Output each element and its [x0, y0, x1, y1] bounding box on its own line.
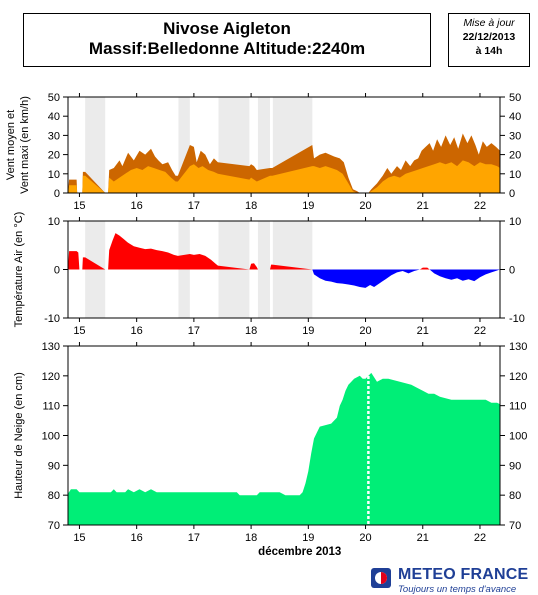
- station-location: Massif:Belledonne Altitude:2240m: [88, 39, 366, 58]
- wind-ytick-label-left: 50: [48, 92, 60, 104]
- temperature-xtick-label: 15: [73, 325, 85, 337]
- temperature-negative-area: [68, 269, 500, 288]
- wind-ytick-label-left: 10: [48, 169, 60, 181]
- snow-ytick-label-left: 80: [48, 490, 60, 502]
- update-label: Mise à jour: [463, 17, 515, 29]
- plot-frame: [67, 96, 501, 194]
- snow-xtick-label: 22: [474, 532, 486, 544]
- wind-xtick-label: 18: [245, 200, 257, 212]
- meteo-france-emblem-icon: [371, 568, 391, 588]
- temperature-xtick-label: 21: [417, 325, 429, 337]
- temperature-positive-group: [68, 233, 500, 270]
- snow-depth-panel: 70 70 80 80 90 90 100 100 110 110 120 120 130 130 15 16…: [13, 341, 527, 558]
- temperature-ytick-label-left: 10: [48, 216, 60, 228]
- wind-ylabel-line-0: Vent moyen et: [5, 110, 17, 180]
- wind-ytick-label-right: 10: [509, 169, 521, 181]
- temperature-ytick-label-right: 0: [509, 265, 515, 277]
- temperature-xtick-label: 16: [131, 325, 143, 337]
- snow-ytick-label-left: 110: [42, 401, 60, 413]
- wind-xtick-label: 19: [302, 200, 314, 212]
- temperature-ytick-label-left: -10: [44, 313, 60, 325]
- wind-ytick-label-right: 20: [509, 150, 521, 162]
- plot-area: [68, 372, 500, 525]
- wind-xtick-label: 21: [417, 200, 429, 212]
- temperature-xtick-label: 19: [302, 325, 314, 337]
- snow-xtick-label: 18: [245, 532, 257, 544]
- wind-ytick-label-right: 0: [509, 188, 515, 200]
- wind-mean-area: [68, 160, 500, 193]
- snow-xtick-label: 19: [302, 532, 314, 544]
- temperature-positive-area: [68, 233, 500, 270]
- temperature-xtick-label: 18: [245, 325, 257, 337]
- temperature-ytick-label-right: -10: [509, 313, 525, 325]
- wind-ytick-label-left: 20: [48, 150, 60, 162]
- snow-xtick-label: 15: [73, 532, 85, 544]
- missing-data-band-temperature-3: [257, 221, 270, 318]
- plot-area: [68, 221, 500, 318]
- missing-data-band-wind-1: [178, 97, 190, 193]
- brand-tagline: Toujours un temps d'avance: [398, 584, 517, 595]
- brand-name: METEO FRANCE: [398, 566, 529, 583]
- wind-ytick-label-right: 40: [509, 111, 521, 123]
- wind-xtick-label: 16: [131, 200, 143, 212]
- snow-ytick-label-left: 120: [42, 371, 60, 383]
- station-name: Nivose Aigleton: [163, 19, 291, 38]
- snow-ytick-label-right: 80: [509, 490, 521, 502]
- snow-xtick-label: 21: [417, 532, 429, 544]
- station-title-box: Nivose Aigleton Massif:Belledonne Altitu…: [23, 13, 431, 67]
- update-date: 22/12/2013: [462, 31, 516, 43]
- x-axis-label: décembre 2013: [258, 546, 341, 558]
- snow-ytick-label-left: 70: [48, 520, 60, 532]
- temperature-xtick-label: 22: [474, 325, 486, 337]
- snow-ytick-label-right: 120: [509, 371, 527, 383]
- plot-area: [68, 97, 500, 193]
- wind-xtick-label: 20: [359, 200, 371, 212]
- snow-ytick-label-right: 100: [509, 431, 527, 443]
- wind-xtick-label: 15: [73, 200, 85, 212]
- temperature-ylabel: Température Air (en °C): [13, 212, 25, 328]
- wind-ytick-label-right: 50: [509, 92, 521, 104]
- temperature-panel: -10 -10 0 0 10 10 15 16 17 18 19 20 21 22 Température …: [13, 212, 525, 337]
- snow-xtick-label: 17: [188, 532, 200, 544]
- wind-ytick-label-left: 30: [48, 130, 60, 142]
- temperature-ytick-label-right: 10: [509, 216, 521, 228]
- wind-ylabel-line-1: Vent maxi (en km/h): [19, 96, 31, 194]
- wind-ytick-label-right: 30: [509, 130, 521, 142]
- temperature-ytick-label-left: 0: [54, 265, 60, 277]
- snow-ylabel: Hauteur de Neige (en cm): [13, 372, 25, 499]
- snow-ytick-label-right: 130: [509, 341, 527, 353]
- wind-xtick-label: 22: [474, 200, 486, 212]
- snow-xtick-label: 16: [131, 532, 143, 544]
- temperature-xtick-label: 17: [188, 325, 200, 337]
- snow-ytick-label-left: 130: [42, 341, 60, 353]
- wind-ytick-label-left: 40: [48, 111, 60, 123]
- wind-xtick-label: 17: [188, 200, 200, 212]
- update-time: à 14h: [475, 45, 503, 57]
- snow-ytick-label-right: 70: [509, 520, 521, 532]
- temperature-xtick-label: 20: [359, 325, 371, 337]
- snow-depth-area: [68, 372, 500, 525]
- snow-ytick-label-left: 90: [48, 460, 60, 472]
- snow-ytick-label-right: 110: [509, 401, 527, 413]
- wind-ytick-label-left: 0: [54, 188, 60, 200]
- temperature-negative-group: [68, 269, 500, 288]
- snow-ytick-label-left: 100: [42, 431, 60, 443]
- update-box: Mise à jour 22/12/2013 à 14h: [448, 13, 530, 67]
- snow-xtick-label: 20: [359, 532, 371, 544]
- missing-data-band-wind-0: [85, 97, 106, 193]
- snow-ytick-label-right: 90: [509, 460, 521, 472]
- wind-panel: 0 0 10 10 20 20 30 30 40 40 50 50 15 16 17 18 19 20 21 22 Ve…: [5, 92, 521, 212]
- meteo-france-logo: METEO FRANCE Toujours un temps d'avance: [371, 566, 537, 595]
